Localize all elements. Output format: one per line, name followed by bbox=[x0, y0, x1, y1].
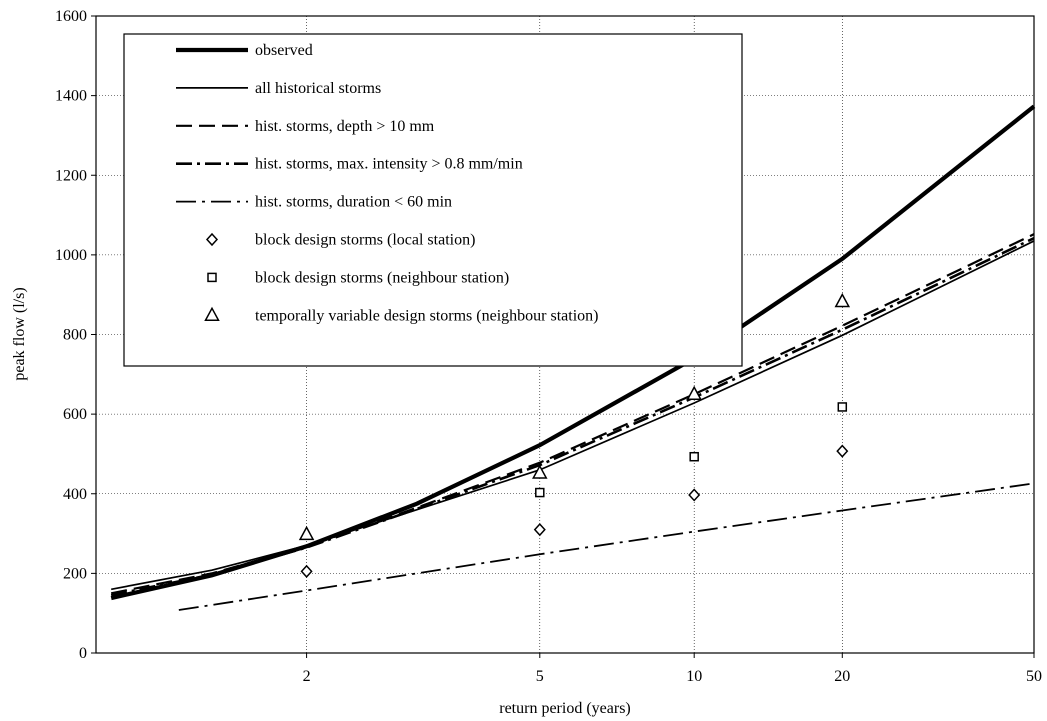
data-point-triangle bbox=[834, 292, 851, 308]
legend-label: observed bbox=[255, 42, 313, 59]
tick-labels: 0 200 400 600 800 1000 1200 1400 1600 2 5 10 20 50 bbox=[55, 8, 1042, 685]
y-tick-label: 800 bbox=[63, 327, 87, 344]
legend-marker bbox=[204, 306, 220, 322]
data-point-diamond bbox=[533, 522, 546, 537]
legend-marker bbox=[207, 272, 217, 283]
legend-marker bbox=[205, 232, 219, 247]
x-tick-label: 10 bbox=[686, 668, 702, 685]
x-axis-title: return period (years) bbox=[499, 700, 631, 717]
series-layer bbox=[110, 104, 1036, 611]
y-tick-label: 600 bbox=[63, 406, 87, 423]
legend: observed all historical storms hist. storm… bbox=[123, 33, 743, 367]
legend-entry: block design storms (neighbour station) bbox=[207, 269, 509, 286]
data-point-diamond bbox=[300, 564, 313, 578]
x-tick-label: 2 bbox=[303, 668, 311, 685]
data-point-diamond bbox=[836, 444, 849, 458]
y-tick-label: 1000 bbox=[55, 247, 87, 264]
legend-label: hist. storms, max. intensity > 0.8 mm/mi… bbox=[255, 156, 523, 173]
data-point-triangle bbox=[532, 464, 548, 479]
legend-entry: hist. storms, depth > 10 mm bbox=[176, 118, 435, 135]
data-point-square bbox=[535, 487, 545, 498]
x-tick-label: 20 bbox=[834, 668, 850, 685]
legend-label: block design storms (local station) bbox=[255, 232, 475, 249]
legend-entry: observed bbox=[176, 42, 313, 59]
legend-label: hist. storms, depth > 10 mm bbox=[255, 118, 435, 135]
legend-label: hist. storms, duration < 60 min bbox=[255, 194, 452, 211]
legend-entry: temporally variable design storms (neigh… bbox=[204, 306, 598, 324]
series-line-4 bbox=[178, 482, 1035, 611]
series-line-1 bbox=[111, 240, 1035, 591]
x-tick-label: 5 bbox=[536, 668, 544, 685]
y-tick-label: 0 bbox=[79, 645, 87, 662]
x-tick-label: 50 bbox=[1026, 668, 1042, 685]
data-point-square bbox=[837, 402, 848, 412]
y-tick-label: 1200 bbox=[55, 167, 87, 184]
data-point-triangle bbox=[686, 385, 702, 400]
y-tick-label: 1600 bbox=[55, 8, 87, 25]
y-tick-label: 1400 bbox=[55, 88, 87, 105]
legend-box bbox=[123, 33, 743, 367]
legend-entry: hist. storms, max. intensity > 0.8 mm/mi… bbox=[176, 156, 523, 173]
legend-entry: block design storms (local station) bbox=[205, 232, 475, 249]
data-point-square bbox=[689, 451, 699, 462]
data-point-diamond bbox=[688, 488, 701, 502]
legend-label: all historical storms bbox=[255, 80, 381, 97]
legend-entry: hist. storms, duration < 60 min bbox=[176, 194, 452, 211]
series-line-3 bbox=[110, 236, 1035, 597]
y-tick-label: 200 bbox=[63, 565, 87, 582]
legend-entry: all historical storms bbox=[176, 80, 381, 97]
y-axis-title: peak flow (l/s) bbox=[11, 287, 28, 380]
legend-label: temporally variable design storms (neigh… bbox=[255, 307, 598, 324]
data-point-triangle bbox=[298, 525, 315, 541]
legend-label: block design storms (neighbour station) bbox=[255, 269, 509, 286]
y-tick-label: 400 bbox=[63, 486, 87, 503]
